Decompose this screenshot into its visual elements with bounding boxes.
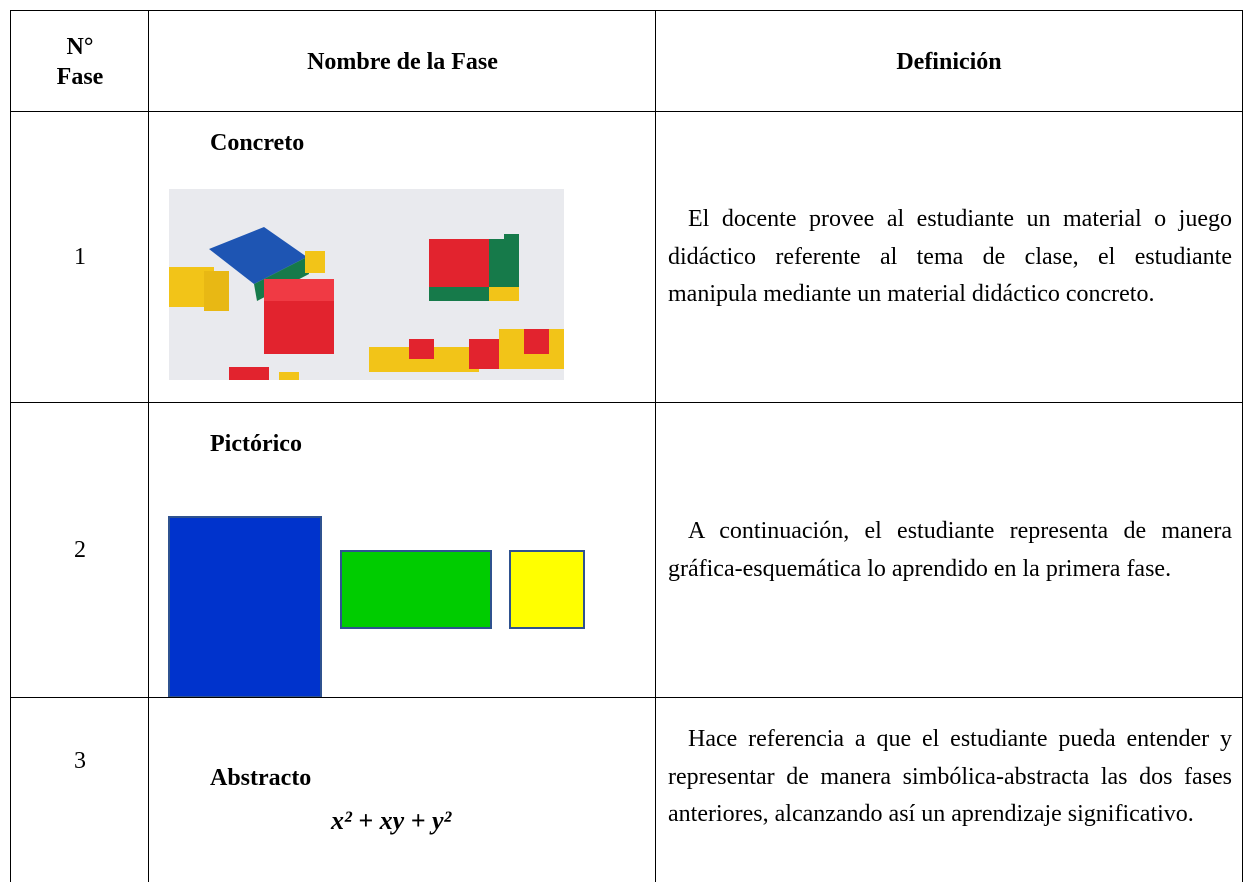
definition-cell: El docente provee al estudiante un mater… (655, 111, 1243, 403)
formula: x² + xy + y² (331, 806, 452, 835)
definition-cell: Hace referencia a que el estudiante pued… (655, 697, 1243, 882)
header-text: Definición (896, 48, 1002, 75)
definition: El docente provee al estudiante un mater… (668, 206, 1232, 308)
number-cell: 3 (10, 697, 149, 882)
header-cell: Nombre de la Fase (148, 10, 656, 112)
photo (169, 189, 564, 380)
header-text: Fase (56, 63, 104, 90)
header-text: Nombre de la Fase (307, 48, 498, 75)
name-cell: Abstracto x² + xy + y² (148, 697, 656, 882)
header-cell: N° Fase (10, 10, 149, 112)
phase-name: Abstracto (210, 765, 312, 791)
number-cell: 1 (10, 111, 149, 403)
number-cell: 2 (10, 402, 149, 698)
pictorial-shapes (168, 516, 585, 698)
number: 3 (74, 748, 86, 774)
phase-name: Concreto (210, 130, 305, 156)
name-cell: Concreto (148, 111, 656, 403)
definition: A continuación, el estudiante representa… (668, 518, 1232, 582)
definition-cell: A continuación, el estudiante representa… (655, 402, 1243, 698)
number: 1 (74, 244, 86, 270)
header-cell: Definición (655, 10, 1243, 112)
name-cell: Pictórico (148, 402, 656, 698)
number: 2 (74, 537, 86, 563)
definition: Hace referencia a que el estudiante pued… (668, 726, 1232, 827)
header-text: N° (66, 33, 94, 60)
phase-name: Pictórico (210, 431, 302, 457)
